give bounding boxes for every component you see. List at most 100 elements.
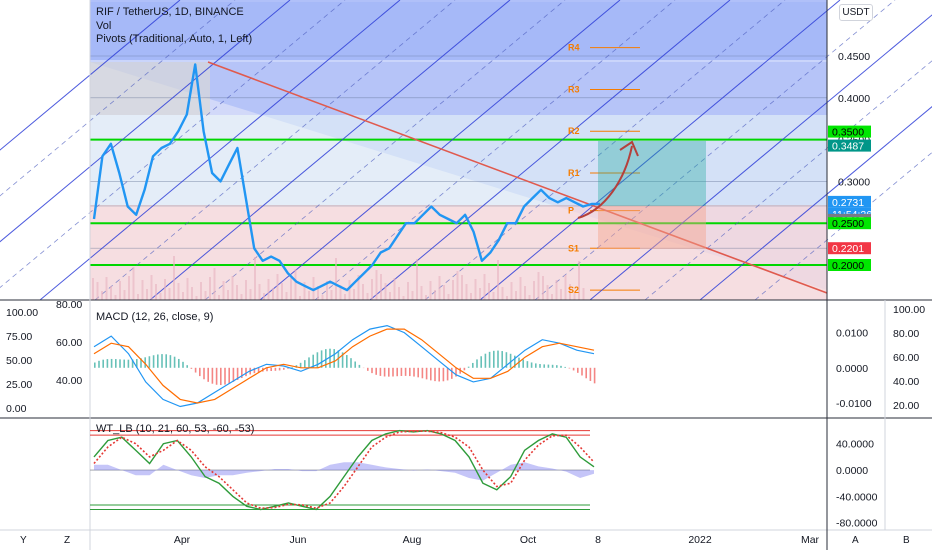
horizontal-levels [90, 55, 827, 266]
volume-bar [528, 295, 531, 300]
histogram-bar [144, 357, 146, 368]
volume-indicator-label[interactable]: Vol [96, 20, 112, 32]
price-tag [828, 217, 871, 230]
price-tag-label: 0.2500 [832, 218, 864, 230]
time-tick-label: Aug [403, 534, 422, 546]
volume-bar [281, 283, 283, 300]
price-tag-label: 0.2201 [832, 243, 864, 255]
histogram-bar [530, 362, 533, 368]
volume-bar [249, 289, 252, 300]
volume-bar [393, 278, 396, 300]
volume-bar [272, 288, 274, 300]
pivot-label-P: P [568, 206, 574, 216]
histogram-bar [253, 367, 256, 374]
forecast-arrow[interactable] [577, 145, 633, 219]
price-line[interactable] [92, 63, 601, 292]
rsi-left-tick: 50.00 [6, 355, 32, 367]
histogram-bar [94, 362, 96, 368]
volume-bar [123, 290, 126, 300]
volume-bar [335, 258, 337, 300]
corner-z[interactable]: Z [64, 535, 71, 546]
volume-bar [461, 275, 463, 300]
corner-y[interactable]: Y [20, 535, 27, 546]
macd-pane[interactable] [93, 324, 596, 408]
main-price-pane[interactable]: R4 R3 R2 R1 P S1 S2 [0, 0, 932, 301]
histogram-bar [211, 367, 214, 384]
fork-line-5 [369, 0, 731, 301]
histogram-bar [140, 358, 142, 368]
fork-median-5 [424, 0, 786, 301]
fork-median-2 [94, 0, 456, 301]
rsi-right-tick: 40.00 [893, 376, 919, 388]
currency-button[interactable]: USDT [839, 4, 873, 21]
volume-bar [420, 286, 423, 300]
histogram-bar [266, 367, 268, 372]
volume-bar [114, 295, 117, 300]
histogram-bar [409, 367, 411, 377]
volume-bar [177, 283, 180, 300]
pivot-labels: R4 R3 R2 R1 P S1 S2 [568, 43, 580, 295]
pivot-label-R2: R2 [568, 126, 580, 136]
volume-bar [578, 261, 580, 300]
price-axis-tags: 0.35000.34870.273111:54:260.27070.25000.… [828, 125, 872, 272]
time-axis[interactable]: Apr Jun Aug Oct 8 2022 Mar [174, 534, 820, 546]
corner-b[interactable]: B [903, 535, 910, 546]
histogram-bar [245, 367, 247, 377]
volume-bar [416, 259, 418, 300]
histogram-bar [585, 367, 587, 379]
wavetrend-pane[interactable] [90, 429, 595, 511]
histogram-bar [186, 365, 188, 368]
histogram-bar [476, 359, 478, 368]
volume-bar [267, 279, 270, 300]
histogram-bar [404, 367, 407, 376]
fork-line-1 [0, 0, 291, 243]
volume-bar [353, 289, 355, 300]
histogram-bar [203, 367, 205, 380]
price-tick-label: 0.4000 [838, 93, 870, 105]
volume-bar [564, 275, 567, 300]
macd-indicator-label[interactable]: MACD (12, 26, close, 9) [96, 311, 214, 323]
symbol-title[interactable]: RIF / TetherUS, 1D, BINANCE [96, 6, 244, 18]
histogram-bar [308, 357, 310, 368]
long-position-target[interactable] [598, 141, 706, 206]
volume-bar [402, 296, 405, 300]
volume-bar [101, 291, 103, 300]
volume-bar [141, 280, 144, 300]
wavetrend-axis: 40.0000 0.0000 -40.0000 -80.0000 [836, 439, 878, 530]
price-tag [828, 139, 871, 152]
trendline[interactable] [207, 61, 828, 294]
histogram-bar [215, 367, 218, 385]
volume-bar [254, 257, 256, 300]
wavetrend-indicator-label[interactable]: WT_LB (10, 21, 60, 53, -60, -53) [96, 423, 255, 435]
pivots-indicator-label[interactable]: Pivots (Traditional, Auto, 1, Left) [96, 33, 253, 45]
histogram-bar [417, 367, 419, 378]
histogram-bar [505, 352, 508, 368]
volume-bar [560, 289, 562, 300]
corner-a[interactable]: A [852, 535, 859, 546]
volume-bar [182, 292, 184, 300]
long-position-stop[interactable] [598, 206, 706, 249]
fork-median-6 [534, 0, 896, 301]
volume-bar [168, 288, 171, 300]
volume-bar [425, 295, 427, 300]
histogram-bar [136, 359, 138, 368]
histogram-bar [564, 366, 566, 368]
volume-bar [407, 282, 409, 300]
volume-bar [92, 278, 94, 300]
volume-bar [474, 279, 477, 300]
volume-bar [317, 286, 319, 300]
histogram-bar [383, 367, 386, 377]
price-tag [828, 195, 871, 208]
histogram-bar [589, 367, 592, 381]
time-tick-label: Apr [174, 534, 191, 546]
volume-bar [429, 281, 432, 300]
histogram-bar [375, 367, 377, 375]
volume-bar [200, 282, 202, 300]
volume-bar [555, 280, 558, 300]
histogram-bar [451, 367, 453, 379]
pitchfork-lines [0, 0, 932, 301]
volume-bar [380, 274, 382, 300]
time-tick-label: 2022 [688, 534, 712, 546]
volume-bar [438, 276, 441, 300]
